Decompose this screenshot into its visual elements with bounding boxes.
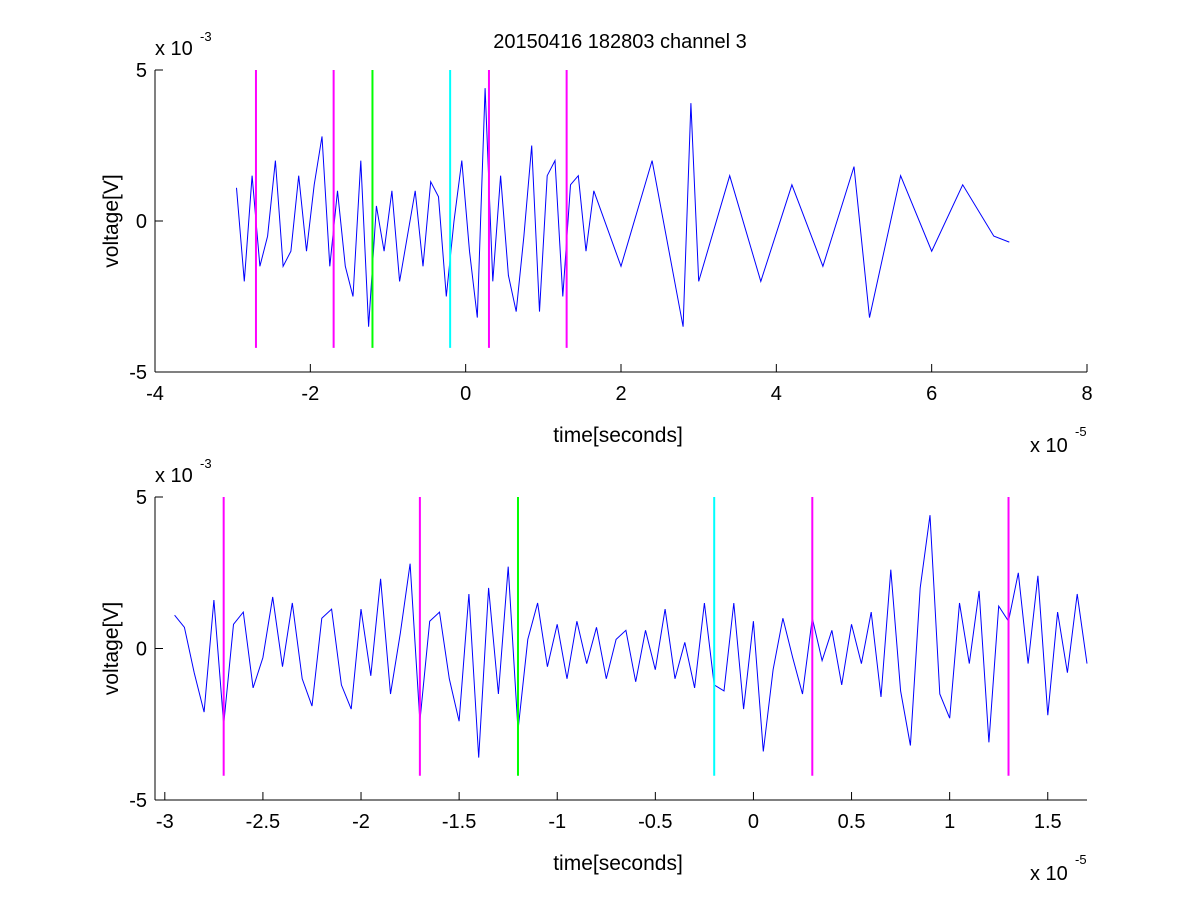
figure-title: 20150416 182803 channel 3 [493,31,747,53]
data-series-line [174,515,1088,758]
x-tick-label: -3 [156,811,174,833]
bottom-axes: -3 -2.5 -2 -1.5 -1 -0.5 0 0.5 1 1.5 -5 0 5 time[secon… [100,456,1088,885]
y-tick-label: 5 [136,487,147,509]
y-tick-label: 0 [136,639,147,661]
x-tick-label: -0.5 [638,811,672,833]
y-tick-label: 0 [136,211,147,233]
x-tick-label: -2 [352,811,370,833]
x-tick-label: -1.5 [442,811,476,833]
y-exponent-multiplier: x 10 [155,465,193,487]
x-exponent-power: -5 [1075,424,1087,439]
x-tick-label: -4 [146,383,164,405]
top-axes: -4 -2 0 2 4 6 8 -5 0 5 time[seconds] voltage[V] x 10… [100,29,1093,457]
x-tick-label: 1 [944,811,955,833]
x-axis-label: time[seconds] [553,852,683,875]
x-tick-label: -2 [301,383,319,405]
x-exponent-multiplier: x 10 [1030,863,1068,885]
y-tick-label: -5 [129,790,147,812]
x-tick-label: 4 [771,383,782,405]
y-axis-label: voltage[V] [100,174,123,267]
x-tick-label: -1 [548,811,566,833]
y-exponent-multiplier: x 10 [155,38,193,60]
x-tick-label: 6 [926,383,937,405]
x-tick-label: 0 [748,811,759,833]
x-exponent-power: -5 [1075,852,1087,867]
y-tick-label: 5 [136,60,147,82]
x-tick-label: 2 [615,383,626,405]
x-tick-label: 1.5 [1034,811,1062,833]
x-axis-label: time[seconds] [553,424,683,447]
y-tick-label: -5 [129,362,147,384]
x-tick-label: 0.5 [838,811,866,833]
x-tick-label: 0 [460,383,471,405]
data-series-line [236,88,1010,327]
x-tick-label: -2.5 [246,811,280,833]
y-axis-label: voltage[V] [100,602,123,695]
x-exponent-multiplier: x 10 [1030,435,1068,457]
y-exponent-power: -3 [200,456,212,471]
x-tick-label: 8 [1081,383,1092,405]
y-exponent-power: -3 [200,29,212,44]
